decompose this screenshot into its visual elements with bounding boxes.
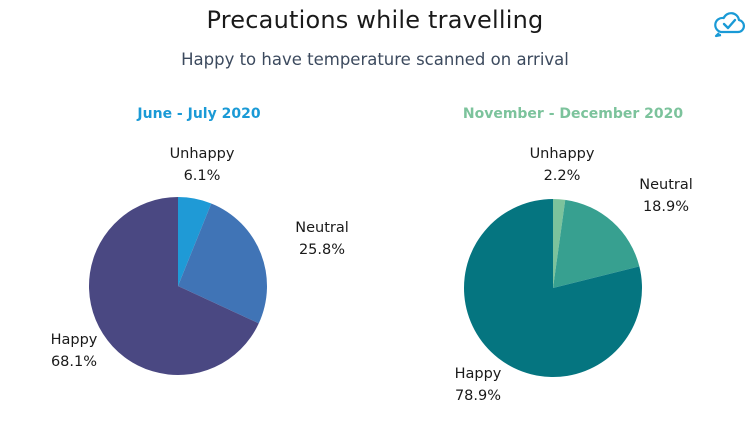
left-label-unhappy: Unhappy 6.1% xyxy=(142,143,262,187)
left-neutral-value: 25.8% xyxy=(298,242,346,258)
left-chart-title: June - July 2020 xyxy=(137,106,261,122)
pie-chart-left xyxy=(89,197,268,375)
left-label-neutral: Neutral 25.8% xyxy=(262,217,382,261)
left-slice-unhappy xyxy=(178,197,212,286)
left-label-happy: Happy 68.1% xyxy=(14,329,134,373)
right-slice-happy xyxy=(463,199,642,378)
right-label-unhappy: Unhappy 2.2% xyxy=(502,143,622,187)
right-unhappy-name: Unhappy xyxy=(529,146,595,162)
right-unhappy-value: 2.2% xyxy=(543,168,581,184)
left-happy-name: Happy xyxy=(50,332,98,348)
right-neutral-value: 18.9% xyxy=(642,199,690,215)
right-neutral-name: Neutral xyxy=(639,177,693,193)
left-neutral-name: Neutral xyxy=(295,220,349,236)
right-slice-unhappy xyxy=(553,199,566,288)
right-slice-neutral xyxy=(553,199,640,288)
cloud-check-icon xyxy=(714,12,745,38)
right-happy-name: Happy xyxy=(454,366,502,382)
left-unhappy-name: Unhappy xyxy=(169,146,235,162)
right-happy-value: 78.9% xyxy=(454,388,502,404)
right-label-neutral: Neutral 18.9% xyxy=(606,174,726,218)
left-unhappy-value: 6.1% xyxy=(183,168,221,184)
right-label-happy: Happy 78.9% xyxy=(418,363,538,407)
page-title: Precautions while travelling xyxy=(206,6,544,34)
page-subtitle: Happy to have temperature scanned on arr… xyxy=(181,50,569,69)
left-slice-happy xyxy=(89,197,259,375)
right-chart-title: November - December 2020 xyxy=(462,106,684,122)
pie-chart-right xyxy=(463,199,642,378)
left-slice-neutral xyxy=(178,203,268,324)
left-happy-value: 68.1% xyxy=(50,354,98,370)
